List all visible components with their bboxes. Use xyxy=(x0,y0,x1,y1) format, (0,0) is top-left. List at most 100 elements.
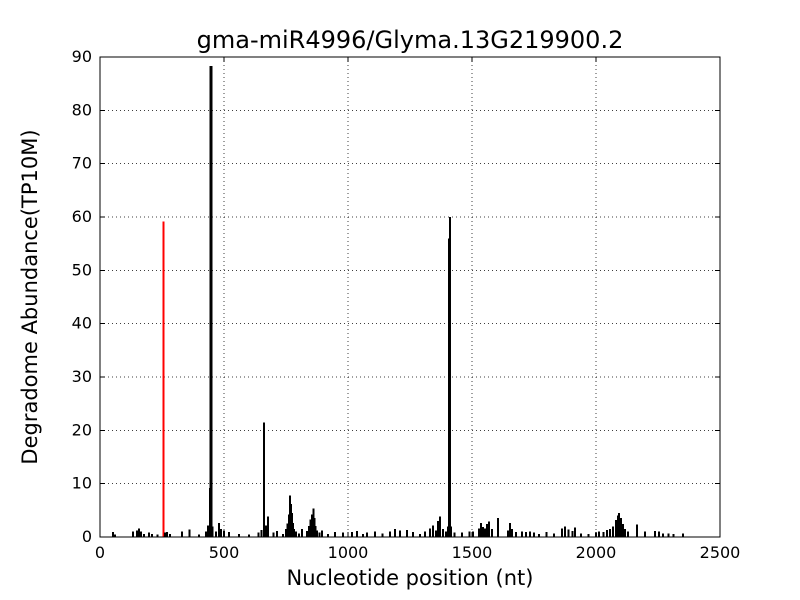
y-tick-label: 70 xyxy=(72,154,92,173)
bar xyxy=(483,528,486,537)
bar xyxy=(635,524,638,537)
bar xyxy=(472,531,475,537)
bar xyxy=(597,531,600,537)
bar xyxy=(439,516,442,537)
bar xyxy=(448,217,451,537)
bar xyxy=(432,525,435,537)
bar xyxy=(497,517,500,537)
bar xyxy=(169,533,172,537)
bar xyxy=(297,533,300,537)
y-tick-label: 80 xyxy=(72,100,92,119)
bar xyxy=(574,527,577,537)
bar xyxy=(479,523,482,537)
bar xyxy=(288,495,291,537)
bar xyxy=(308,525,311,537)
bar xyxy=(450,526,453,537)
bar xyxy=(293,529,296,537)
bar xyxy=(316,530,319,537)
bar xyxy=(528,531,531,537)
bar xyxy=(626,531,629,537)
bar xyxy=(552,533,555,537)
y-tick-label: 40 xyxy=(72,314,92,333)
bar xyxy=(406,530,409,537)
plot-frame xyxy=(99,56,721,538)
bar xyxy=(481,526,484,537)
bar xyxy=(266,516,269,537)
bar xyxy=(111,532,114,537)
bar xyxy=(453,532,456,537)
bar xyxy=(611,526,614,537)
bar xyxy=(113,534,116,537)
bar xyxy=(621,524,624,537)
bar xyxy=(441,529,444,537)
bar xyxy=(227,532,230,537)
bar xyxy=(215,531,218,537)
bar xyxy=(138,528,141,537)
bar xyxy=(151,533,154,537)
bar xyxy=(188,529,191,537)
bar xyxy=(361,533,364,537)
x-tick-label: 1000 xyxy=(328,543,369,562)
bar xyxy=(156,534,159,537)
bar xyxy=(617,513,620,537)
bar xyxy=(275,531,278,537)
bar xyxy=(311,514,314,537)
bar xyxy=(602,532,605,537)
bar xyxy=(262,422,265,537)
bar xyxy=(461,532,464,537)
bar xyxy=(485,524,488,537)
bar xyxy=(532,532,535,537)
bar xyxy=(318,532,321,537)
bar xyxy=(237,533,240,537)
bar xyxy=(163,532,166,537)
bar xyxy=(399,530,402,537)
bar xyxy=(537,533,540,537)
bar xyxy=(667,533,670,537)
bar xyxy=(165,532,168,537)
bar xyxy=(561,528,564,537)
bar xyxy=(306,531,309,537)
bar xyxy=(644,531,647,537)
bar xyxy=(198,534,201,537)
bar xyxy=(321,530,324,537)
bar xyxy=(571,531,574,537)
bar xyxy=(314,525,317,537)
bar xyxy=(374,531,377,537)
bar xyxy=(327,533,330,537)
bar xyxy=(491,529,494,537)
bar xyxy=(366,532,369,537)
bar xyxy=(437,521,440,537)
bar xyxy=(605,530,608,537)
bar xyxy=(418,533,421,537)
bar xyxy=(142,533,145,537)
bar xyxy=(148,532,151,537)
bar xyxy=(444,531,447,537)
bar xyxy=(394,529,397,537)
y-tick-label: 60 xyxy=(72,207,92,226)
y-tick-label: 50 xyxy=(72,260,92,279)
bar xyxy=(614,519,617,537)
bar xyxy=(388,531,391,537)
bar xyxy=(468,531,471,537)
y-tick-label: 0 xyxy=(82,527,92,546)
bar xyxy=(260,530,263,537)
bar xyxy=(180,531,183,537)
bar xyxy=(661,533,664,537)
bar xyxy=(428,528,431,537)
bar xyxy=(682,533,685,537)
bar xyxy=(510,529,513,537)
bar xyxy=(162,221,165,537)
bar xyxy=(514,532,517,537)
bar xyxy=(264,525,267,537)
bar xyxy=(220,529,223,537)
bar xyxy=(423,531,426,537)
bar xyxy=(334,532,337,537)
bar xyxy=(619,517,622,537)
bar xyxy=(580,533,583,537)
bar xyxy=(131,531,134,537)
bar xyxy=(285,529,287,537)
bar xyxy=(211,526,214,537)
bar xyxy=(139,531,142,537)
bar xyxy=(136,530,139,537)
